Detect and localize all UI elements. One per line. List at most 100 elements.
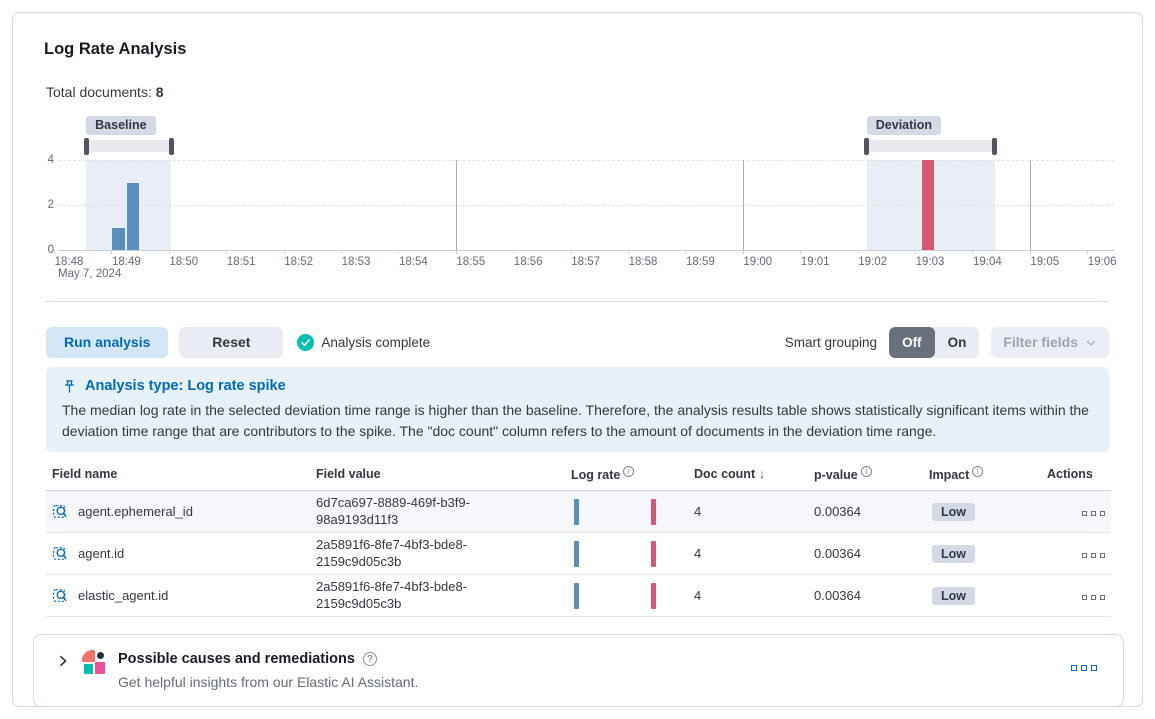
x-tick-label: 18:48 <box>54 256 84 268</box>
field-value: 2a5891f6-8fe7-4bf3-bde8-2159c9d05c3b <box>316 579 468 611</box>
x-tick <box>226 250 228 254</box>
baseline-brush-right-handle[interactable] <box>168 137 174 155</box>
x-tick-label: 18:52 <box>284 256 313 268</box>
col-doc-count[interactable]: Doc count ↓ <box>688 462 808 492</box>
x-gridline <box>455 160 457 250</box>
chevron-down-icon <box>1087 340 1095 345</box>
x-tick <box>455 250 457 254</box>
filter-fields-button[interactable]: Filter fields <box>991 327 1109 358</box>
x-tick <box>283 250 285 254</box>
row-actions-button[interactable] <box>1082 595 1105 601</box>
col-actions: Actions <box>1041 462 1111 492</box>
x-tick-label: 18:51 <box>226 256 256 268</box>
table-header-row: Field name Field value Log rate i Doc cou… <box>46 462 1111 492</box>
table-row[interactable]: elastic_agent.id 2a5891f6-8fe7-4bf3-bde8… <box>46 574 1111 618</box>
analysis-results-table: Field name Field value Log rate i Doc cou… <box>46 462 1111 618</box>
row-actions-button[interactable] <box>1082 553 1105 559</box>
x-tick-label: 18:55 <box>456 256 486 268</box>
x-tick-label: 18:50 <box>169 256 199 268</box>
field-search-icon[interactable] <box>52 587 69 604</box>
x-tick <box>1087 250 1089 254</box>
x-tick <box>111 250 113 254</box>
x-tick <box>800 250 802 254</box>
callout-title: Analysis type: Log rate spike <box>85 378 286 394</box>
p-value: 0.00364 <box>808 574 923 618</box>
analysis-status: Analysis complete <box>297 334 430 351</box>
x-tick-label: 19:02 <box>858 256 887 268</box>
sort-desc-icon[interactable]: ↓ <box>759 467 766 482</box>
impact-badge: Low <box>932 586 975 605</box>
info-icon[interactable]: i <box>860 466 872 477</box>
x-tick-label: 19:00 <box>743 256 773 268</box>
x-tick <box>513 250 515 254</box>
log-rate-mini-chart <box>571 498 682 526</box>
total-documents-label: Total documents: <box>46 84 152 100</box>
y-tick-label: 4 <box>47 154 54 166</box>
y-gridline <box>58 205 1114 206</box>
histogram-bar-baseline <box>112 227 125 250</box>
possible-causes-title: Possible causes and remediations <box>118 651 355 668</box>
col-log-rate[interactable]: Log rate i <box>565 462 688 492</box>
deviation-brush-right-handle[interactable] <box>992 137 998 155</box>
document-count-chart[interactable]: 18:48 18:49 18:50 18:51 18:52 18:53 18:54 18:55… <box>46 115 1126 285</box>
deviation-brush-left-handle[interactable] <box>864 137 870 155</box>
y-tick-label: 0 <box>47 244 54 256</box>
baseline-brush[interactable] <box>86 140 172 152</box>
total-documents-value: 8 <box>155 84 164 100</box>
baseline-brush-left-handle[interactable] <box>83 137 89 155</box>
help-icon[interactable]: ? <box>362 652 377 667</box>
field-search-icon[interactable] <box>52 545 69 562</box>
page-title: Log Rate Analysis <box>44 40 187 58</box>
x-tick <box>1029 250 1031 254</box>
histogram-bar-deviation <box>921 160 935 250</box>
info-icon[interactable]: i <box>972 466 984 477</box>
x-tick-label: 19:01 <box>800 256 830 268</box>
x-tick-label: 18:59 <box>686 256 715 268</box>
log-rate-mini-chart <box>571 540 682 568</box>
y-tick-label: 2 <box>47 199 54 211</box>
run-analysis-button[interactable]: Run analysis <box>46 327 169 358</box>
panel-actions-button[interactable] <box>1071 665 1097 672</box>
smart-grouping-toggle: Off On <box>889 327 980 358</box>
col-p-value[interactable]: p-value i <box>808 462 923 492</box>
x-tick-label: 18:57 <box>571 256 600 268</box>
x-axis-date-label: May 7, 2024 <box>58 268 122 280</box>
info-icon[interactable]: i <box>623 466 635 477</box>
x-tick-label: 19:03 <box>915 256 945 268</box>
field-name: agent.id <box>78 546 125 562</box>
y-gridline <box>58 160 1114 161</box>
row-actions-button[interactable] <box>1082 511 1105 517</box>
x-gridline <box>742 160 744 250</box>
callout-body: The median log rate in the selected devi… <box>62 402 1089 439</box>
x-tick <box>628 250 629 254</box>
smart-grouping-off-button[interactable]: Off <box>889 327 935 358</box>
x-tick <box>972 250 974 254</box>
analysis-type-callout: Analysis type: Log rate spike The median… <box>46 367 1109 452</box>
field-name: agent.ephemeral_id <box>78 504 193 520</box>
expand-chevron-icon[interactable] <box>54 652 72 670</box>
doc-count: 4 <box>688 574 808 618</box>
col-field-name[interactable]: Field name <box>46 462 310 492</box>
analysis-toolbar: Run analysis Reset Analysis complete Sma… <box>46 327 1109 358</box>
smart-grouping-label: Smart grouping <box>784 335 878 350</box>
smart-grouping-on-button[interactable]: On <box>935 327 980 358</box>
field-search-icon[interactable] <box>52 503 69 520</box>
table-row[interactable]: agent.ephemeral_id 6d7ca697-8889-469f-b3… <box>46 490 1111 534</box>
possible-causes-panel: Possible causes and remediations ? Get h… <box>33 634 1124 708</box>
reset-button[interactable]: Reset <box>179 327 284 358</box>
table-row[interactable]: agent.id 2a5891f6-8fe7-4bf3-bde8-2159c9d… <box>46 532 1111 576</box>
possible-causes-subtitle: Get helpful insights from our Elastic AI… <box>118 674 419 691</box>
analysis-status-label: Analysis complete <box>321 335 431 350</box>
check-icon <box>297 334 315 351</box>
field-value: 6d7ca697-8889-469f-b3f9-98a9193d11f3 <box>316 495 470 527</box>
p-value: 0.00364 <box>808 490 923 534</box>
x-tick <box>915 250 916 254</box>
x-tick <box>398 250 400 254</box>
col-field-value[interactable]: Field value <box>310 462 565 492</box>
x-tick <box>168 250 170 254</box>
x-tick-label: 18:58 <box>628 256 658 268</box>
col-impact[interactable]: Impact i <box>923 462 1041 492</box>
x-tick <box>742 250 744 254</box>
impact-badge: Low <box>932 544 975 563</box>
deviation-brush[interactable] <box>866 140 995 152</box>
